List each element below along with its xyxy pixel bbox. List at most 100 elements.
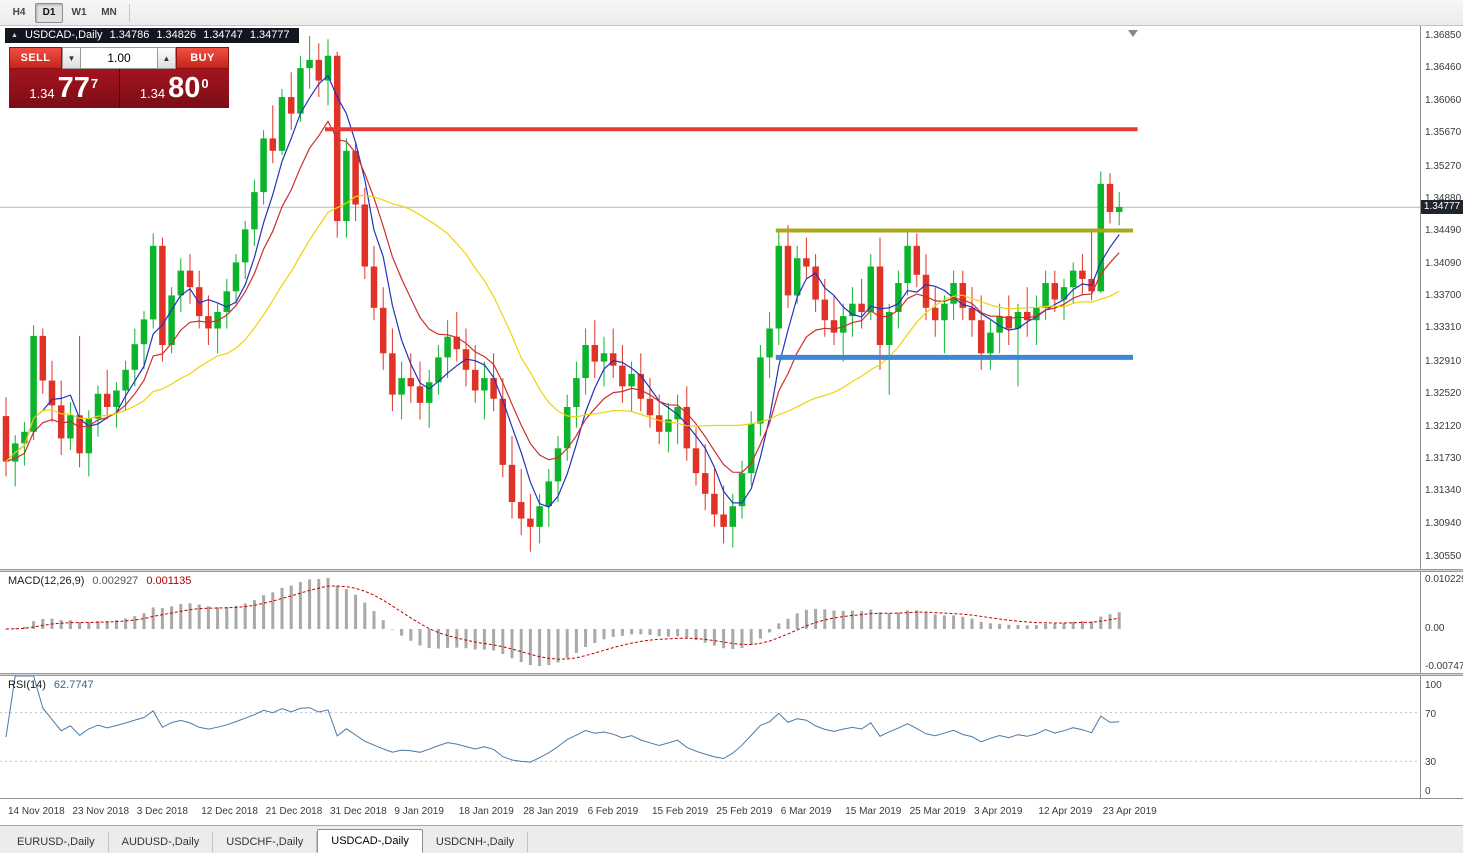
price-axis-label: 1.35670 xyxy=(1425,127,1462,139)
ma-fast xyxy=(5,74,1120,508)
volume-input[interactable] xyxy=(81,47,157,69)
macd-signal-line xyxy=(5,585,1120,660)
price-chart-pane[interactable] xyxy=(0,26,1420,569)
current-price-badge: 1.34777 xyxy=(1421,200,1463,215)
buy-price-main: 80 xyxy=(168,72,201,104)
macd-title: MACD(12,26,9) xyxy=(8,575,85,587)
rsi-line xyxy=(5,676,1120,763)
rsi-axis-label: 30 xyxy=(1425,757,1437,769)
date-label: 14 Nov 2018 xyxy=(8,806,65,817)
timeframe-toolbar: H4 D1 W1 MN xyxy=(0,0,1463,26)
buy-price-prefix: 1.34 xyxy=(139,85,166,101)
timeframe-button-mn[interactable]: MN xyxy=(95,3,123,23)
buy-price-display[interactable]: 1.34 80 0 xyxy=(119,69,229,108)
price-axis-label: 1.36060 xyxy=(1425,95,1462,107)
macd-main-value: 0.002927 xyxy=(92,575,139,587)
ohlc-high: 1.34826 xyxy=(156,29,197,41)
date-label: 28 Jan 2019 xyxy=(523,806,579,817)
price-divider xyxy=(118,69,120,108)
date-label: 31 Dec 2018 xyxy=(330,806,387,817)
price-axis-label: 1.36850 xyxy=(1425,29,1462,41)
pane-separator[interactable] xyxy=(0,673,1463,676)
pane-separator[interactable] xyxy=(0,569,1463,572)
price-axis-label: 1.35270 xyxy=(1425,160,1462,172)
price-axis-label: 1.32520 xyxy=(1425,387,1462,399)
chart-tabs-bar: EURUSD-,Daily AUDUSD-,Daily USDCHF-,Daily U… xyxy=(0,825,1463,853)
price-axis-label: 1.31730 xyxy=(1425,453,1462,465)
timeframe-button-d1[interactable]: D1 xyxy=(35,2,63,23)
rsi-indicator-label: RSI(14) 62.7747 xyxy=(8,679,94,691)
time-axis[interactable]: 14 Nov 2018 23 Nov 2018 3 Dec 2018 12 Dec 2… xyxy=(0,798,1463,825)
price-axis-label: 1.32120 xyxy=(1425,420,1462,432)
price-axis-label: 1.34090 xyxy=(1425,258,1462,270)
macd-pane[interactable] xyxy=(0,572,1420,673)
macd-indicator-label: MACD(12,26,9) 0.002927 0.001135 xyxy=(8,575,191,587)
date-label: 3 Apr 2019 xyxy=(974,806,1023,817)
price-axis-label: 1.34490 xyxy=(1425,224,1462,236)
chart-tab-usdchf[interactable]: USDCHF-,Daily xyxy=(213,832,318,852)
macd-axis-label: -0.00747 xyxy=(1425,661,1463,672)
rsi-title: RSI(14) xyxy=(8,679,46,691)
rsi-pane[interactable] xyxy=(0,676,1420,798)
date-label: 6 Mar 2019 xyxy=(780,806,832,817)
date-label: 25 Mar 2019 xyxy=(909,806,966,817)
triangle-up-icon: ▲ xyxy=(162,53,171,63)
volume-increase-button[interactable]: ▲ xyxy=(157,47,176,69)
sell-price-main: 77 xyxy=(57,72,90,104)
date-label: 6 Feb 2019 xyxy=(587,806,639,817)
price-axis-label: 1.33700 xyxy=(1425,290,1462,302)
date-label: 18 Jan 2019 xyxy=(458,806,514,817)
buy-price-pip: 0 xyxy=(201,75,209,91)
chart-shift-marker-icon[interactable] xyxy=(1128,30,1138,37)
ohlc-close: 1.34777 xyxy=(249,29,290,41)
rsi-axis-label: 100 xyxy=(1425,680,1442,691)
chart-title: USDCAD-,Daily xyxy=(24,29,103,41)
rsi-value: 62.7747 xyxy=(53,679,94,691)
buy-button[interactable]: BUY xyxy=(176,47,229,69)
chart-tab-eurusd[interactable]: EURUSD-,Daily xyxy=(4,832,109,852)
rsi-axis-label: 0 xyxy=(1425,786,1431,797)
date-label: 9 Jan 2019 xyxy=(394,806,444,817)
chart-tab-usdcnh[interactable]: USDCNH-,Daily xyxy=(423,832,529,852)
triangle-down-icon: ▼ xyxy=(67,53,76,63)
ma-mid xyxy=(5,120,1120,473)
macd-axis-label: 0.010229 xyxy=(1425,574,1463,585)
date-label: 12 Apr 2019 xyxy=(1038,806,1093,817)
date-label: 21 Dec 2018 xyxy=(265,806,323,817)
date-label: 3 Dec 2018 xyxy=(136,806,188,817)
price-axis-label: 1.36460 xyxy=(1425,62,1462,74)
price-axis-label: 1.32910 xyxy=(1425,355,1462,367)
price-axis-label: 1.30550 xyxy=(1425,550,1462,562)
timeframe-button-h4[interactable]: H4 xyxy=(5,3,33,23)
date-label: 23 Nov 2018 xyxy=(72,806,130,817)
macd-signal-value: 0.001135 xyxy=(146,575,192,587)
date-label: 15 Feb 2019 xyxy=(652,806,709,817)
date-label: 23 Apr 2019 xyxy=(1102,806,1157,817)
price-axis-label: 1.31340 xyxy=(1425,485,1462,497)
ohlc-open: 1.34786 xyxy=(109,29,150,41)
sell-price-prefix: 1.34 xyxy=(29,85,55,101)
macd-histogram xyxy=(4,578,1121,666)
timeframe-button-w1[interactable]: W1 xyxy=(65,3,93,23)
date-label: 15 Mar 2019 xyxy=(845,806,902,817)
ohlc-low: 1.34747 xyxy=(203,29,243,41)
macd-axis-label: 0.00 xyxy=(1425,623,1445,634)
toolbar-separator xyxy=(129,3,130,22)
volume-decrease-button[interactable]: ▼ xyxy=(62,47,81,69)
sell-price-pip: 7 xyxy=(90,75,99,91)
ma-slow xyxy=(5,194,1120,463)
chart-marker-icon: ▲ xyxy=(11,32,18,39)
date-label: 25 Feb 2019 xyxy=(716,806,773,817)
price-axis-label: 1.30940 xyxy=(1425,518,1462,530)
price-axis-label: 1.33310 xyxy=(1425,322,1462,334)
sell-button[interactable]: SELL xyxy=(9,47,62,69)
chart-tab-audusd[interactable]: AUDUSD-,Daily xyxy=(109,832,214,852)
chart-tab-usdcad[interactable]: USDCAD-,Daily xyxy=(317,829,423,853)
one-click-trading-panel: SELL ▼ ▲ BUY 1.34 77 7 1.34 80 0 xyxy=(9,47,229,108)
price-axis[interactable]: 1.34777 1.36850 1.36460 1.36060 1.35670 1.35… xyxy=(1420,26,1463,798)
rsi-axis-label: 70 xyxy=(1425,708,1437,720)
price-axis-label: 1.34880 xyxy=(1425,192,1462,204)
sell-price-display[interactable]: 1.34 77 7 xyxy=(9,69,119,108)
candles-layer xyxy=(2,35,1123,552)
